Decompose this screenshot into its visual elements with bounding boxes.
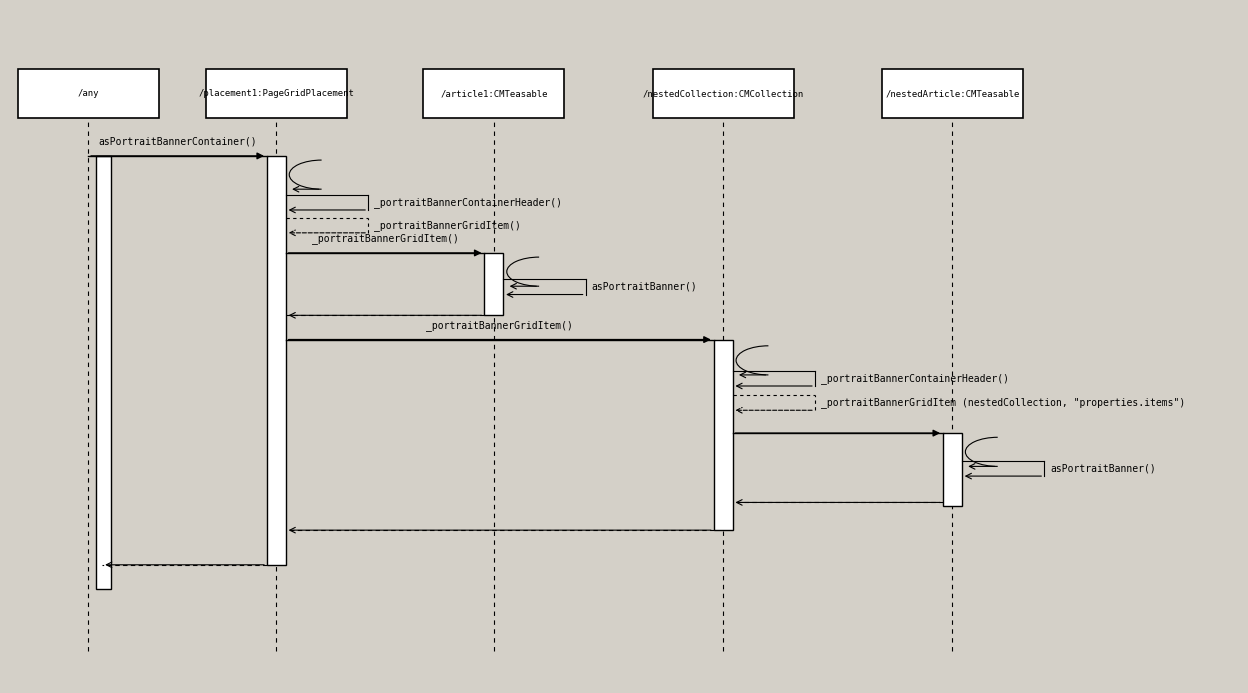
Bar xyxy=(206,69,347,118)
Text: _portraitBannerContainerHeader(): _portraitBannerContainerHeader() xyxy=(374,197,562,208)
Bar xyxy=(267,156,286,565)
Text: /any: /any xyxy=(77,89,99,98)
Bar xyxy=(17,69,158,118)
Text: _portraitBannerContainerHeader(): _portraitBannerContainerHeader() xyxy=(821,373,1008,384)
Text: _portraitBannerGridItem(): _portraitBannerGridItem() xyxy=(374,220,520,231)
Text: /nestedCollection:CMCollection: /nestedCollection:CMCollection xyxy=(643,89,804,98)
Text: /nestedArticle:CMTeasable: /nestedArticle:CMTeasable xyxy=(885,89,1020,98)
Text: asPortraitBanner(): asPortraitBanner() xyxy=(592,282,698,292)
Text: asPortraitBanner(): asPortraitBanner() xyxy=(1050,464,1156,473)
Text: _portraitBannerGridItem (nestedCollection, "properties.items"): _portraitBannerGridItem (nestedCollectio… xyxy=(821,397,1186,408)
Text: /article1:CMTeasable: /article1:CMTeasable xyxy=(441,89,548,98)
Bar xyxy=(653,69,794,118)
Bar xyxy=(484,253,503,315)
Text: asPortraitBannerContainer(): asPortraitBannerContainer() xyxy=(99,137,257,147)
Bar xyxy=(714,340,733,530)
Text: _portraitBannerGridItem(): _portraitBannerGridItem() xyxy=(427,319,573,331)
Text: _portraitBannerGridItem(): _portraitBannerGridItem() xyxy=(312,233,458,244)
Bar xyxy=(943,433,962,506)
Bar xyxy=(882,69,1023,118)
Text: /placement1:PageGridPlacement: /placement1:PageGridPlacement xyxy=(198,89,354,98)
Bar xyxy=(423,69,564,118)
Bar xyxy=(96,156,111,589)
